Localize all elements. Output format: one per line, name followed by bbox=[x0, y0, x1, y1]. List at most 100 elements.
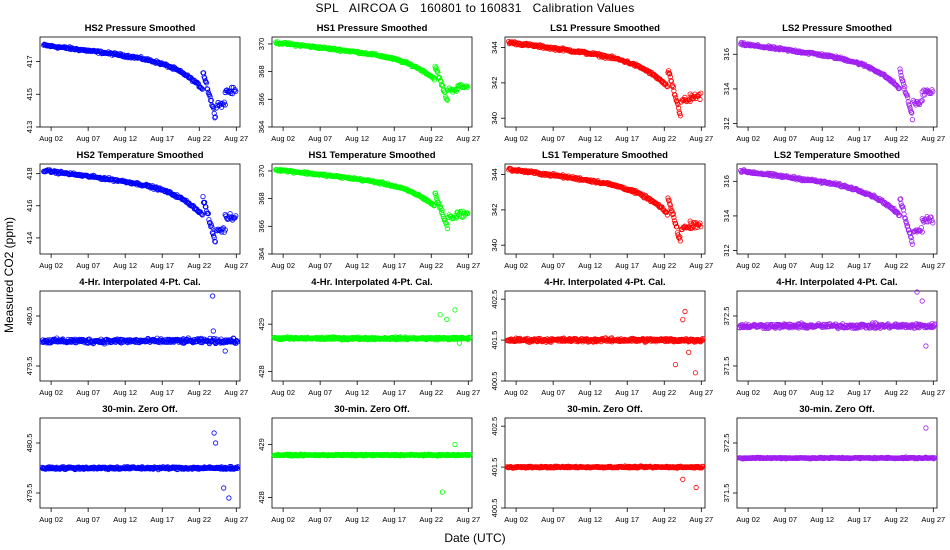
plot-frame bbox=[504, 290, 706, 382]
panel-13: 30-min. Zero Off.Aug 02 Aug 07 Aug 12 Aug 1… bbox=[25, 404, 248, 524]
data-point bbox=[664, 212, 671, 218]
plot-frame bbox=[271, 163, 473, 255]
data-point bbox=[907, 230, 913, 236]
x-tick-label: Aug 02 bbox=[504, 134, 528, 143]
y-tick-label: 413 bbox=[25, 121, 34, 134]
data-point bbox=[222, 227, 228, 233]
panel-title: LS1 Pressure Smoothed bbox=[550, 23, 660, 34]
data-point bbox=[464, 83, 470, 89]
y-tick-label: 312 bbox=[722, 117, 731, 130]
data-point bbox=[688, 220, 694, 226]
y-tick-label: 418 bbox=[25, 167, 34, 180]
data-point bbox=[465, 210, 471, 216]
plot-frame bbox=[736, 290, 938, 382]
data-point bbox=[221, 99, 227, 105]
panel-title: 30-min. Zero Off. bbox=[567, 404, 642, 415]
data-point bbox=[898, 72, 904, 79]
plot-frame bbox=[504, 36, 706, 128]
x-tick-label: Aug 12 bbox=[578, 515, 602, 524]
x-tick-label: Aug 22 bbox=[187, 388, 211, 397]
x-tick-label: Aug 27 bbox=[456, 261, 480, 270]
x-tick-label: Aug 02 bbox=[736, 261, 760, 270]
data-point bbox=[908, 109, 914, 115]
x-tick-label: Aug 02 bbox=[271, 388, 295, 397]
panel-title: LS2 Temperature Smoothed bbox=[774, 150, 900, 161]
data-point bbox=[433, 65, 439, 71]
y-tick-label: 314 bbox=[722, 83, 731, 96]
data-series bbox=[506, 165, 704, 244]
data-point bbox=[465, 84, 471, 90]
data-point bbox=[904, 92, 910, 98]
data-series bbox=[41, 167, 239, 245]
data-series bbox=[39, 293, 241, 354]
panel-14: 30-min. Zero Off.Aug 02 Aug 07 Aug 12 Aug 1… bbox=[257, 404, 480, 524]
x-tick-label: Aug 27 bbox=[689, 515, 713, 524]
data-point bbox=[666, 70, 672, 77]
data-point bbox=[901, 86, 907, 92]
data-point bbox=[692, 370, 699, 376]
y-tick-label: 400.5 bbox=[490, 372, 499, 391]
y-tick-label: 340 bbox=[490, 239, 499, 252]
data-point bbox=[211, 105, 217, 111]
panel-title: 4-Hr. Interpolated 4-Pt. Cal. bbox=[776, 277, 897, 288]
data-point bbox=[221, 485, 227, 491]
panel-title: LS1 Temperature Smoothed bbox=[542, 150, 668, 161]
data-point bbox=[212, 114, 218, 120]
panel-15: 30-min. Zero Off.Aug 02 Aug 07 Aug 12 Aug 1… bbox=[490, 404, 713, 524]
x-tick-label: Aug 22 bbox=[419, 134, 443, 143]
data-point bbox=[900, 207, 907, 213]
x-tick-label: Aug 07 bbox=[541, 134, 565, 143]
data-point bbox=[697, 220, 703, 226]
data-point bbox=[226, 495, 232, 501]
data-series bbox=[738, 39, 936, 123]
page-title: SPL AIRCOA G 160801 to 160831 Calibratio… bbox=[315, 1, 635, 15]
data-point bbox=[431, 77, 437, 83]
y-tick-label: 417 bbox=[25, 55, 34, 68]
data-point bbox=[667, 202, 673, 208]
data-point bbox=[923, 343, 929, 349]
data-series bbox=[506, 38, 704, 119]
y-tick-label: 364 bbox=[257, 121, 266, 134]
data-point bbox=[467, 451, 473, 458]
data-point bbox=[437, 75, 443, 81]
data-point bbox=[444, 316, 450, 322]
data-point bbox=[669, 83, 675, 89]
data-point bbox=[666, 197, 672, 203]
x-tick-label: Aug 12 bbox=[113, 134, 137, 143]
y-tick-label: 312 bbox=[722, 244, 731, 257]
y-tick-label: 428 bbox=[257, 365, 266, 378]
data-point bbox=[677, 110, 683, 117]
data-point bbox=[899, 75, 905, 82]
y-tick-label: 480.5 bbox=[25, 307, 34, 326]
x-tick-label: Aug 22 bbox=[419, 515, 443, 524]
data-point bbox=[452, 441, 458, 448]
y-tick-label: 342 bbox=[490, 204, 499, 217]
data-point bbox=[897, 66, 903, 72]
y-tick-label: 479.5 bbox=[25, 484, 34, 503]
data-series bbox=[273, 166, 471, 232]
data-series bbox=[736, 289, 938, 349]
data-point bbox=[671, 214, 677, 220]
x-tick-label: Aug 22 bbox=[419, 261, 443, 270]
panel-10: 4-Hr. Interpolated 4-Pt. Cal.Aug 02 Aug 0… bbox=[257, 277, 480, 397]
y-tick-label: 316 bbox=[722, 175, 731, 188]
data-point bbox=[222, 348, 228, 354]
y-tick-label: 370 bbox=[257, 38, 266, 51]
data-point bbox=[435, 69, 441, 76]
data-point bbox=[698, 224, 704, 230]
x-tick-label: Aug 07 bbox=[308, 261, 332, 270]
x-tick-label: Aug 22 bbox=[884, 134, 908, 143]
data-point bbox=[455, 209, 461, 215]
x-tick-label: Aug 07 bbox=[308, 515, 332, 524]
data-point bbox=[205, 210, 211, 216]
x-tick-label: Aug 02 bbox=[504, 388, 528, 397]
x-tick-label: Aug 12 bbox=[810, 134, 834, 143]
data-point bbox=[672, 361, 679, 368]
data-point bbox=[437, 312, 443, 318]
x-tick-label: Aug 12 bbox=[113, 515, 137, 524]
data-point bbox=[664, 83, 670, 89]
x-tick-label: Aug 27 bbox=[224, 261, 248, 270]
data-point bbox=[677, 113, 684, 119]
